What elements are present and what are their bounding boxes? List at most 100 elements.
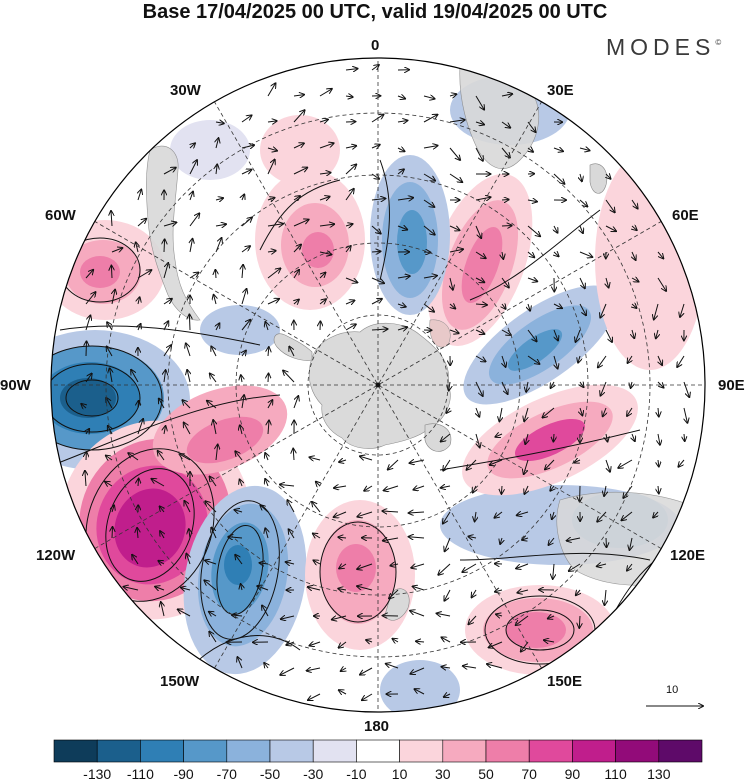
wind-vector-arrow — [310, 457, 321, 460]
wind-vector-arrow — [235, 510, 243, 512]
wind-vector-arrow — [632, 226, 637, 230]
wind-vector-arrow — [137, 528, 138, 539]
wind-vector-arrow — [110, 368, 112, 383]
wind-vector-arrow — [268, 400, 272, 409]
wind-vector-arrow — [678, 459, 685, 467]
wind-vector-arrow — [441, 486, 451, 488]
wind-vector-arrow — [293, 110, 305, 123]
wind-vector-arrow — [544, 640, 555, 642]
wind-vector-arrow — [527, 225, 540, 236]
wind-vector-arrow — [487, 664, 503, 669]
colorbar-swatch — [269, 739, 314, 763]
wind-vector-arrow — [475, 225, 481, 238]
wind-vector-arrow — [159, 399, 165, 409]
wind-vector-arrow — [500, 537, 502, 544]
wind-vector-arrow — [267, 160, 275, 175]
wind-vector-arrow — [527, 121, 536, 132]
wind-vector-arrow — [490, 459, 503, 465]
wind-vector-arrow — [265, 528, 268, 539]
wind-vector-arrow — [627, 407, 633, 416]
wind-vector-arrow — [241, 375, 242, 383]
wind-vector-arrow — [397, 169, 404, 174]
wind-vector-arrow — [472, 589, 476, 597]
wind-vector-arrow — [216, 323, 219, 331]
wind-vector-arrow — [105, 482, 113, 486]
wind-vector-arrow — [658, 485, 659, 493]
wind-vector-arrow — [267, 268, 280, 279]
wind-vector-arrow — [656, 329, 658, 338]
wind-vector-arrow — [606, 433, 608, 442]
wind-vector-arrow — [310, 642, 321, 646]
wind-vector-arrow — [444, 694, 451, 697]
wind-vector-arrow — [657, 277, 666, 291]
wind-vector-arrow — [397, 226, 407, 230]
wind-vector-arrow — [444, 589, 451, 601]
colorbar-tick-label: -90 — [173, 766, 194, 782]
lon-label-120e: 120E — [670, 547, 706, 564]
wind-vector-arrow — [449, 330, 459, 333]
wind-vector-arrow — [501, 94, 512, 96]
wind-vector-arrow — [684, 433, 685, 441]
wind-vector-arrow — [112, 290, 115, 305]
wind-vector-arrow — [186, 343, 191, 357]
wind-vector-arrow — [552, 511, 554, 519]
wind-vector-arrow — [371, 251, 381, 252]
wind-vector-arrow — [449, 173, 462, 182]
wind-vector-arrow — [339, 690, 347, 694]
colorbar-tick-label: -10 — [346, 766, 367, 782]
wind-vector-arrow — [579, 277, 585, 288]
wind-vector-arrow — [516, 563, 529, 569]
wind-vector-arrow — [554, 355, 558, 369]
wind-vector-arrow — [475, 511, 476, 521]
wind-vector-arrow — [423, 199, 434, 207]
colorbar-tick-label: 130 — [647, 766, 671, 782]
wind-vector-arrow — [397, 96, 405, 99]
wind-vector-arrow — [215, 198, 223, 200]
wind-vector-arrow — [598, 355, 607, 367]
wind-vector-arrow — [241, 115, 252, 123]
wind-vector-arrow — [499, 407, 502, 421]
wind-vector-arrow — [189, 315, 190, 331]
wind-vector-arrow — [163, 168, 176, 175]
wind-vector-arrow — [631, 278, 639, 282]
wind-vector-arrow — [211, 347, 217, 357]
wind-vector-arrow — [580, 225, 583, 233]
wind-vector-arrow — [357, 511, 373, 517]
wind-vector-arrow — [446, 408, 450, 413]
wind-vectors — [81, 65, 689, 700]
colorbar-swatch — [53, 739, 98, 763]
wind-vector-arrow — [371, 65, 379, 71]
wind-vector-arrow — [131, 370, 139, 383]
wind-vector-arrow — [163, 345, 171, 357]
wind-vector-arrow — [308, 693, 321, 700]
wind-vector-arrow — [501, 147, 510, 158]
wind-vector-arrow — [345, 69, 358, 70]
wind-vector-arrow — [267, 224, 283, 226]
wind-vector-arrow — [111, 266, 112, 279]
wind-vector-arrow — [449, 120, 465, 122]
wind-vector-arrow — [265, 479, 268, 487]
wind-vector-arrow — [393, 639, 399, 642]
wind-vector-arrow — [580, 382, 584, 387]
wind-vector-arrow — [517, 590, 529, 593]
wind-vector-arrow — [268, 421, 269, 435]
wind-vector-arrow — [445, 537, 451, 551]
wind-vector-arrow — [467, 459, 477, 470]
wind-vector-arrow — [397, 148, 405, 151]
wind-vector-arrow — [371, 199, 385, 201]
wind-vector-arrow — [319, 197, 330, 200]
colorbar-tick-label: 30 — [435, 766, 451, 782]
wind-vector-arrow — [316, 482, 320, 486]
wind-vector-arrow — [241, 145, 254, 148]
wind-vector-arrow — [242, 265, 243, 279]
wind-vector-arrow — [184, 423, 191, 435]
wind-vector-arrow — [211, 528, 217, 539]
wind-vector-arrow — [618, 459, 633, 468]
wind-vector-arrow — [658, 459, 659, 467]
wind-vector-arrow — [267, 251, 276, 252]
wind-vector-arrow — [501, 329, 511, 335]
wind-vector-arrow — [106, 398, 113, 409]
lon-label-90e: 90E — [718, 377, 745, 394]
wind-vector-arrow — [657, 381, 664, 388]
wind-vector-arrow — [680, 303, 685, 317]
